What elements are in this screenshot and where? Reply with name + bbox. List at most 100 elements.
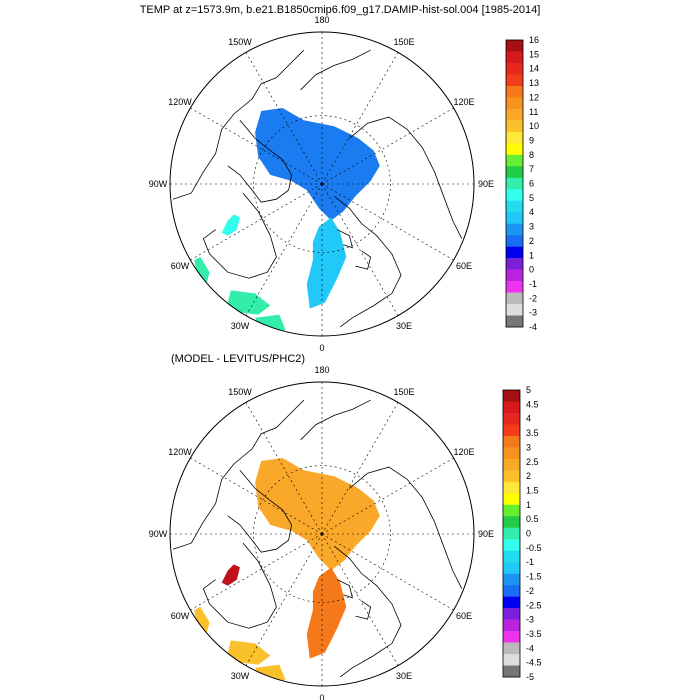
colorbar-swatch — [503, 527, 520, 540]
colorbar-swatch — [506, 154, 523, 167]
latitude-circle — [253, 465, 391, 603]
temperature-region — [255, 108, 380, 221]
colorbar-swatch — [506, 166, 523, 179]
meridian-line — [321, 183, 454, 261]
map-boundary — [169, 31, 475, 337]
colorbar-swatch — [506, 62, 523, 75]
longitude-label: 120E — [453, 97, 474, 107]
colorbar-label: -1 — [529, 279, 537, 289]
colorbar-label: -2.5 — [526, 600, 542, 610]
colorbar-label: -3.5 — [526, 629, 542, 639]
coastline — [202, 542, 277, 629]
colorbar-swatch — [506, 281, 523, 293]
meridian-line — [321, 183, 399, 316]
coastline — [300, 399, 371, 441]
colorbar-label: -3 — [526, 615, 534, 625]
colorbar-swatch — [506, 74, 523, 87]
map-boundary — [169, 381, 475, 687]
longitude-label: 90W — [149, 529, 168, 539]
temperature-region — [227, 290, 271, 315]
meridian-line — [321, 402, 399, 535]
meridian-line — [190, 457, 323, 535]
meridian-line — [245, 533, 323, 666]
colorbar-swatch — [506, 315, 523, 328]
colorbar-label: -2 — [529, 293, 537, 303]
meridian-line — [245, 52, 323, 185]
colorbar-label: -4 — [526, 643, 534, 653]
colorbar-swatch — [503, 596, 520, 609]
longitude-label: 90E — [478, 179, 494, 189]
colorbar-swatch — [503, 401, 520, 414]
colorbar-label: 6 — [529, 179, 534, 189]
meridian-line — [190, 183, 323, 261]
meridian-line — [321, 533, 454, 611]
colorbar-label: -0.5 — [526, 543, 542, 553]
longitude-label: 150W — [228, 387, 252, 397]
colorbar-label: 5 — [529, 193, 534, 203]
colorbar-swatch — [506, 200, 523, 213]
longitude-label: 30E — [396, 671, 412, 681]
colorbar-label: 0 — [526, 529, 531, 539]
colorbar-label: 8 — [529, 150, 534, 160]
colorbar-label: 10 — [529, 121, 539, 131]
colorbar-label: -4 — [529, 322, 537, 332]
meridian-line — [245, 183, 323, 316]
colorbar-swatch — [503, 619, 520, 632]
coastline — [333, 195, 402, 328]
colorbar-label: 5 — [526, 385, 531, 395]
meridian-line — [321, 533, 399, 666]
colorbar-label: 3 — [529, 222, 534, 232]
temperature-region — [306, 217, 347, 309]
meridian-line — [245, 402, 323, 535]
longitude-label: 0 — [319, 343, 324, 353]
coastline — [349, 116, 463, 239]
colorbar-swatch — [503, 631, 520, 643]
longitude-label: 30W — [231, 321, 250, 331]
colorbar-swatch — [503, 412, 520, 425]
longitude-label: 60W — [171, 261, 190, 271]
latitude-circle — [253, 115, 391, 253]
colorbar-swatch — [506, 246, 523, 259]
colorbar-label: 1.5 — [526, 485, 539, 495]
colorbar-swatch — [506, 108, 523, 121]
colorbar-label: 14 — [529, 64, 539, 74]
coastline — [349, 466, 463, 589]
colorbar-label: 2.5 — [526, 457, 539, 467]
colorbar-swatch — [503, 608, 520, 620]
longitude-label: 30W — [231, 671, 250, 681]
longitude-label: 120W — [168, 97, 192, 107]
colorbar-swatch — [506, 85, 523, 98]
colorbar-label: -1.5 — [526, 572, 542, 582]
coastline — [202, 192, 277, 279]
colorbar-label: 0.5 — [526, 514, 539, 524]
coastline — [337, 229, 353, 249]
colorbar-swatch — [503, 424, 520, 437]
colorbar-label: 2 — [526, 471, 531, 481]
colorbar-swatch — [503, 573, 520, 586]
colorbar-swatch — [506, 177, 523, 190]
colorbar-frame — [505, 39, 524, 328]
colorbar-swatch — [503, 470, 520, 483]
meridian-line — [190, 107, 323, 185]
longitude-label: 150W — [228, 37, 252, 47]
colorbar-label: -4.5 — [526, 658, 542, 668]
longitude-label: 90W — [149, 179, 168, 189]
colorbar-swatch — [506, 212, 523, 224]
bottom-map-title: (MODEL - LEVITUS/PHC2) — [171, 353, 305, 365]
temperature-region — [221, 214, 240, 236]
colorbar-label: 4 — [529, 207, 534, 217]
coastline — [355, 250, 372, 270]
longitude-label: 0 — [319, 693, 324, 700]
colorbar-swatch — [503, 516, 520, 529]
longitude-label: 60E — [456, 611, 472, 621]
coastline — [333, 545, 402, 678]
longitude-label: 60W — [171, 611, 190, 621]
colorbar-swatch — [503, 493, 520, 506]
coastline — [227, 119, 293, 203]
longitude-label: 150E — [393, 387, 414, 397]
colorbar-swatch — [506, 223, 523, 236]
colorbar-swatch — [506, 51, 523, 64]
colorbar-swatch — [503, 562, 520, 574]
